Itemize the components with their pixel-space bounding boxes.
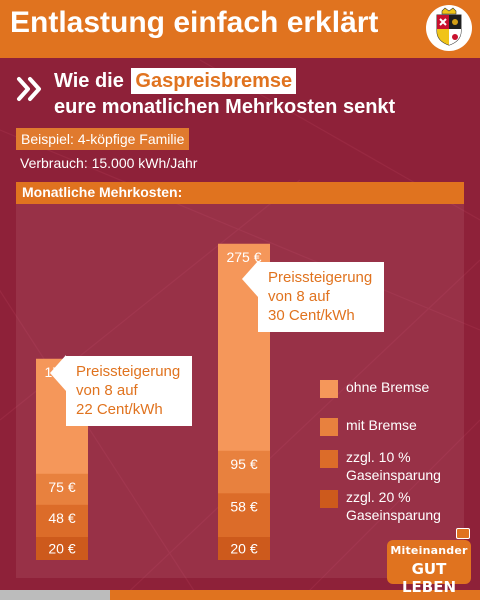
data-label: 48 € [48, 510, 75, 526]
headline-highlight: Gaspreisbremse [131, 68, 297, 94]
legend-label-line: ohne Bremse [346, 379, 430, 395]
legend-label-line: mit Bremse [346, 417, 417, 433]
legend-label: zzgl. 20 % Gaseinsparung [346, 488, 441, 524]
headline-prefix: Wie die [54, 70, 124, 92]
data-label: 20 € [48, 541, 75, 557]
logo-line-1: Miteinander [390, 544, 468, 557]
category-label-line: Preissteigerung [268, 269, 373, 286]
legend-swatch [320, 490, 338, 508]
legend-label: ohne Bremse [346, 378, 429, 396]
logo-line-2: GUT LEBEN [401, 560, 457, 596]
double-chevron-right-icon [17, 77, 41, 101]
category-label-line: von 8 auf [76, 382, 138, 399]
legend-swatch [320, 380, 338, 398]
category-label-line: 22 Cent/kWh [76, 401, 163, 418]
data-label: 95 € [230, 456, 257, 472]
legend-label: zzgl. 10 % Gaseinsparung [346, 448, 441, 484]
data-label: 20 € [230, 541, 257, 557]
data-label: 75 € [48, 479, 75, 495]
legend-label-line: Gaseinsparung [346, 507, 441, 523]
category-label-line: von 8 auf [268, 288, 330, 305]
category-callout-2: Preissteigerung von 8 auf 30 Cent/kWh [242, 261, 384, 332]
miteinander-gut-leben-logo: Miteinander GUT LEBEN [387, 540, 471, 596]
category-callout-1: Preissteigerung von 8 auf 22 Cent/kWh [50, 355, 192, 426]
data-label: 58 € [230, 498, 257, 514]
chart-title-bar: Monatliche Mehrkosten: [16, 182, 464, 204]
bottom-accent-strip [0, 590, 480, 600]
legend-label: mit Bremse [346, 416, 417, 434]
bar-1-series-4 [36, 537, 88, 560]
page-title: Entlastung einfach erklärt [10, 6, 379, 39]
usage-text: Verbrauch: 15.000 kWh/Jahr [20, 155, 198, 171]
legend-swatch [320, 418, 338, 436]
data-label: 275 € [226, 249, 261, 265]
callout-pointer [242, 261, 258, 297]
legend-swatch [320, 450, 338, 468]
category-label-line: Preissteigerung [76, 363, 181, 380]
category-label-line: 30 Cent/kWh [268, 307, 355, 324]
headline-line-2: eure monatlichen Mehrkosten senkt [54, 96, 396, 118]
legend-label-line: Gaseinsparung [346, 467, 441, 483]
callout-pointer [50, 355, 66, 391]
headline-line-1: Wie die Gaspreisbremse [54, 66, 297, 96]
chart-title: Monatliche Mehrkosten: [22, 184, 183, 200]
example-badge: Beispiel: 4-köpfige Familie [16, 128, 190, 150]
legend-label-line: zzgl. 10 % [346, 449, 411, 465]
speech-bubble-icon [456, 528, 470, 539]
rhineland-palatinate-crest-icon [426, 5, 472, 51]
header-bar [0, 0, 480, 58]
legend-label-line: zzgl. 20 % [346, 489, 411, 505]
bar-2-series-4 [218, 537, 270, 560]
bottom-gray-strip [0, 590, 110, 600]
